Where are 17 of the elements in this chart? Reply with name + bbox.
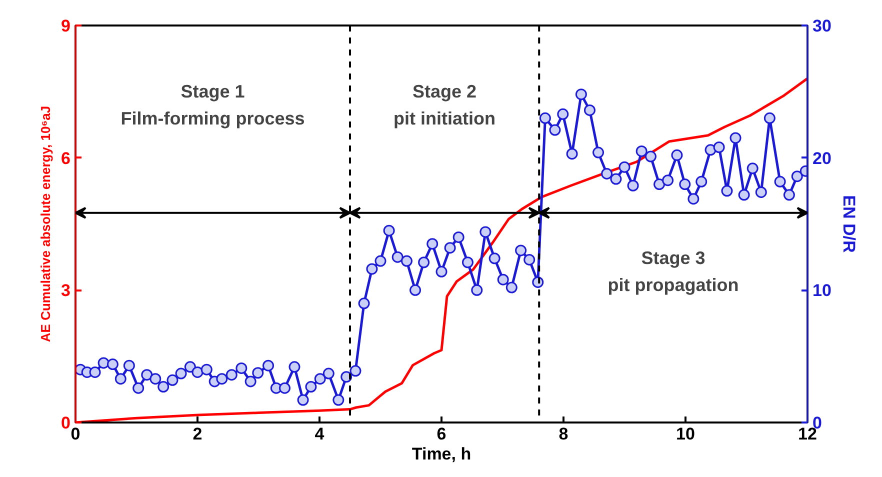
x-tick-label: 6 xyxy=(436,424,446,444)
y2-tick-label: 10 xyxy=(812,281,832,300)
x-tick-label: 8 xyxy=(558,424,568,444)
y-axis-title: AE Cumulative absolute energy, 10⁶aJ xyxy=(38,106,54,342)
x-tick-label: 2 xyxy=(192,424,202,444)
y-tick-label: 9 xyxy=(61,16,71,36)
y2-tick-label: 30 xyxy=(812,16,832,36)
x-tick-label: 10 xyxy=(676,424,695,444)
y-tick-label: 3 xyxy=(61,281,71,300)
y2-axis-title: EN D/R xyxy=(839,195,858,253)
annotation: Stage 3 pit propagation xyxy=(608,248,739,296)
y-tick-label: 6 xyxy=(61,148,71,168)
x-axis-title: Time, h xyxy=(412,444,472,464)
x-tick-label: 4 xyxy=(314,424,325,444)
annotation: Stage 2 pit initiation xyxy=(394,81,496,128)
annotation: Stage 1 Film-forming process xyxy=(120,81,305,128)
y2-tick-label: 20 xyxy=(812,148,832,168)
